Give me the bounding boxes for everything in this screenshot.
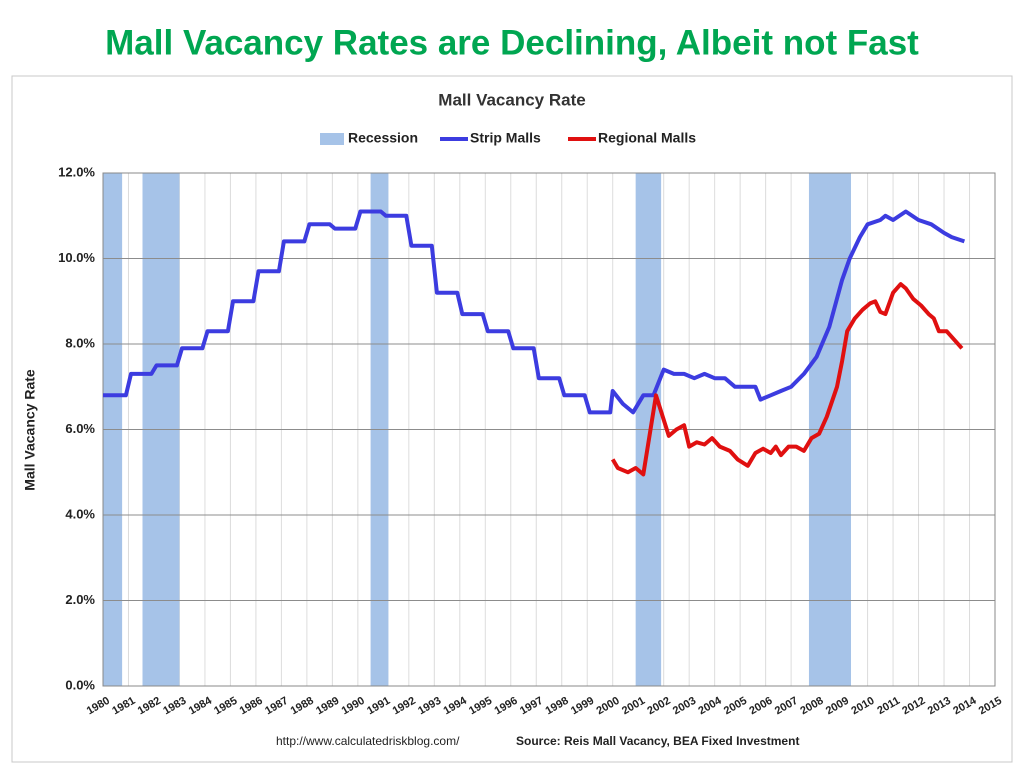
- y-tick-label: 2.0%: [65, 592, 95, 607]
- y-tick-label: 4.0%: [65, 506, 95, 521]
- y-tick-label: 8.0%: [65, 335, 95, 350]
- source-url: http://www.calculatedriskblog.com/: [276, 734, 460, 748]
- chart-title: Mall Vacancy Rate: [438, 90, 585, 109]
- source: Source: Reis Mall Vacancy, BEA Fixed Inv…: [516, 734, 799, 748]
- legend-label: Strip Malls: [470, 130, 541, 146]
- plot-border: [102, 172, 996, 687]
- y-axis-label: Mall Vacancy Rate: [22, 369, 38, 491]
- legend-label: Regional Malls: [598, 130, 696, 146]
- series-line: [610, 282, 964, 477]
- y-tick-label: 10.0%: [58, 250, 95, 265]
- legend-swatch: [320, 133, 344, 145]
- legend-label: Recession: [348, 130, 418, 146]
- series-line: [103, 209, 966, 415]
- y-tick-label: 12.0%: [58, 164, 95, 179]
- page-title: Mall Vacancy Rates are Declining, Albeit…: [105, 23, 919, 62]
- y-tick-label: 6.0%: [65, 421, 95, 436]
- y-tick-label: 0.0%: [65, 677, 95, 692]
